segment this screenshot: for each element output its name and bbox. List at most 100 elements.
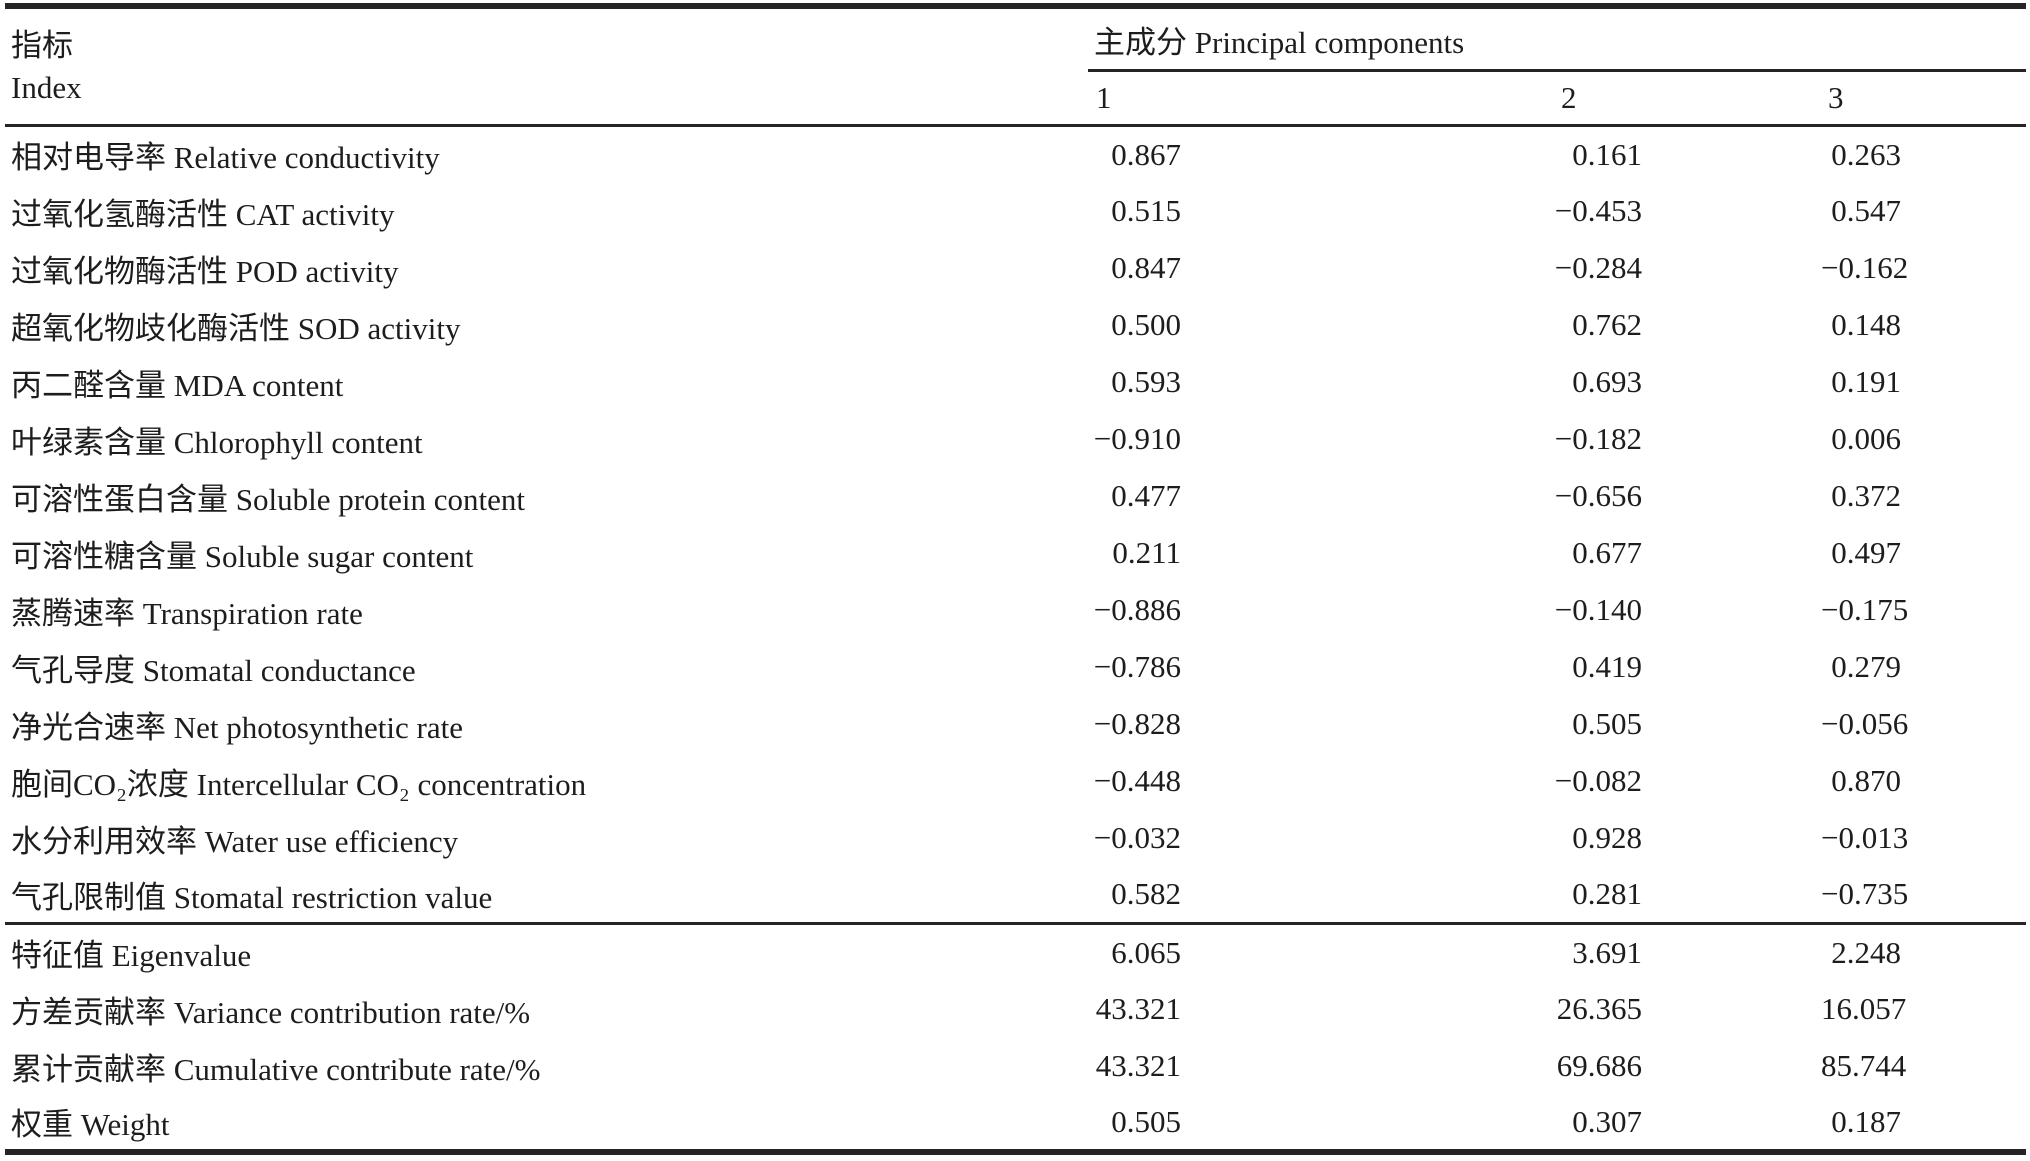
loading-value: 0.477 [1111,478,1181,513]
value-cell: 0.281 [1553,867,1820,924]
value-cell: 0.497 [1820,525,2026,582]
loading-value: 0.500 [1111,307,1181,342]
value-cell: 3.691 [1553,922,1820,981]
loading-value: 85.744 [1821,1048,1907,1083]
value-cell: −0.056 [1820,696,2026,753]
row-label: 净光合速率 Net photosynthetic rate [11,709,463,745]
value-cell: 0.500 [1088,297,1553,354]
loading-value: −0.656 [1554,478,1642,513]
table-row: 可溶性蛋白含量 Soluble protein content 0.477 −0.6… [5,468,2026,525]
value-cell: 0.307 [1553,1095,1820,1152]
loading-value: −0.013 [1821,820,1909,855]
table-row: 过氧化物酶活性 POD activity 0.847 −0.284 −0.162 [5,240,2026,297]
row-label: 胞间CO₂浓度 Intercellular CO₂ concentration [11,766,587,802]
value-cell: 0.006 [1820,411,2026,468]
value-cell: −0.032 [1088,810,1553,867]
row-label: 水分利用效率 Water use efficiency [11,823,459,859]
value-cell: −0.284 [1553,240,1820,297]
value-cell: 43.321 [1088,981,1553,1038]
table-row: 净光合速率 Net photosynthetic rate −0.828 0.505… [5,696,2026,753]
loading-value: 0.497 [1831,535,1901,570]
loading-value: −0.175 [1821,592,1909,627]
value-cell: 0.928 [1553,810,1820,867]
loading-value: −0.448 [1093,763,1181,798]
value-cell: 16.057 [1820,981,2026,1038]
loading-value: 0.677 [1572,535,1642,570]
value-cell: −0.656 [1553,468,1820,525]
loading-value: 0.419 [1572,649,1642,684]
row-label: 方差贡献率 Variance contribution rate/% [11,994,531,1030]
index-header-en: Index [11,69,82,105]
table-row: 超氧化物歧化酶活性 SOD activity 0.500 0.762 0.148 [5,297,2026,354]
table-row: 相对电导率 Relative conductivity 0.867 0.161 0.2… [5,126,2026,183]
paper-table-page: 指标 Index 主成分 Principal components 1 2 3 … [0,3,2030,1161]
row-label: 蒸腾速率 Transpiration rate [11,595,363,631]
table-row: 方差贡献率 Variance contribution rate/% 43.321… [5,981,2026,1038]
loading-value: −0.284 [1554,250,1642,285]
table-row: 气孔导度 Stomatal conductance −0.786 0.419 0.27… [5,639,2026,696]
value-cell: 0.867 [1088,126,1553,183]
value-cell: −0.786 [1088,639,1553,696]
table-row: 可溶性糖含量 Soluble sugar content 0.211 0.677 0.… [5,525,2026,582]
value-cell: −0.448 [1088,753,1553,810]
loading-value: 0.515 [1111,193,1181,228]
value-cell: −0.082 [1553,753,1820,810]
loading-value: −0.182 [1554,421,1642,456]
loading-value: 26.365 [1556,991,1642,1026]
loading-value: 0.211 [1112,535,1181,570]
value-cell: −0.013 [1820,810,2026,867]
value-cell: 0.547 [1820,183,2026,240]
loading-value: −0.886 [1093,592,1181,627]
table-row: 胞间CO₂浓度 Intercellular CO₂ concentration −… [5,753,2026,810]
value-cell: 0.847 [1088,240,1553,297]
value-cell: 0.148 [1820,297,2026,354]
loading-value: 0.582 [1111,876,1181,912]
loading-value: 0.693 [1572,364,1642,399]
value-cell: 0.582 [1088,867,1553,924]
value-cell: −0.140 [1553,582,1820,639]
row-label: 权重 Weight [11,1107,170,1142]
loading-value: 0.372 [1831,478,1901,513]
value-cell: 0.419 [1553,639,1820,696]
table-row: 叶绿素含量 Chlorophyll content −0.910 −0.182 0.0… [5,411,2026,468]
loading-value: 43.321 [1095,991,1181,1026]
table-row: 权重 Weight 0.505 0.307 0.187 [5,1095,2026,1152]
row-label: 气孔导度 Stomatal conductance [11,652,416,688]
value-cell: 0.593 [1088,354,1553,411]
row-label: 可溶性蛋白含量 Soluble protein content [11,481,526,517]
table-row: 特征值 Eigenvalue 6.065 3.691 2.248 [5,922,2027,981]
value-cell: 0.515 [1088,183,1553,240]
loading-value: 0.847 [1111,250,1181,285]
loading-value: 0.593 [1111,364,1181,399]
row-label: 可溶性糖含量 Soluble sugar content [11,538,474,574]
loading-value: −0.453 [1554,193,1642,228]
loading-value: 0.547 [1831,193,1901,228]
loading-value: 0.263 [1831,136,1901,172]
component-3-header: 3 [1820,70,2027,127]
loading-value: 0.191 [1831,364,1901,399]
loadings-rows: 相对电导率 Relative conductivity 0.867 0.161 0.2… [5,126,2026,924]
loading-value: 0.161 [1572,136,1642,172]
index-column-header: 指标 Index [5,6,1088,127]
row-label: 累计贡献率 Cumulative contribute rate/% [11,1051,541,1087]
value-cell: 0.477 [1088,468,1553,525]
value-cell: −0.735 [1820,867,2026,924]
loading-value: 0.762 [1572,307,1642,342]
header-row-components: 1 2 3 [5,70,2027,127]
row-label: 特征值 Eigenvalue [5,922,1088,981]
row-label: 气孔限制值 Stomatal restriction value [11,879,493,915]
loading-value: −0.735 [1821,876,1909,912]
loading-value: 6.065 [1111,934,1181,970]
table-row: 蒸腾速率 Transpiration rate −0.886 −0.140 −0.17… [5,582,2026,639]
loading-value: −0.032 [1093,820,1181,855]
value-cell: 85.744 [1820,1038,2026,1095]
value-cell: −0.910 [1088,411,1553,468]
row-label: 相对电导率 Relative conductivity [11,140,440,176]
index-header-zh: 指标 [11,27,73,63]
value-cell: −0.175 [1820,582,2026,639]
loading-value: 0.006 [1831,421,1901,456]
value-cell: 0.505 [1553,696,1820,753]
component-1-header: 1 [1088,70,1553,127]
table-row: 累计贡献率 Cumulative contribute rate/% 43.321… [5,1038,2026,1095]
component-2-header: 2 [1553,70,1820,127]
